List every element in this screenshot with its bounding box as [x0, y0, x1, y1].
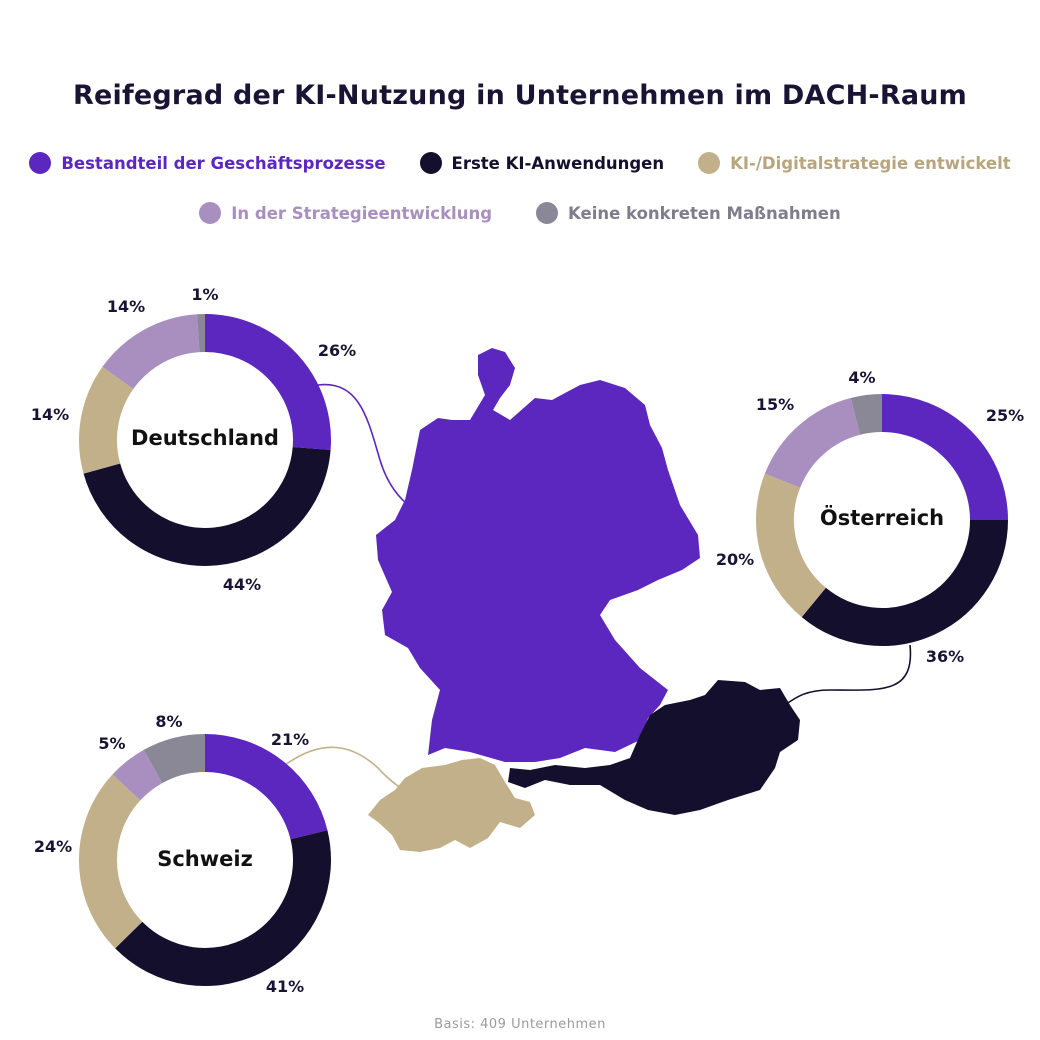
segment-deutschland-in-entwicklung — [102, 314, 201, 390]
segment-oesterreich-keine — [850, 394, 883, 435]
label-schweiz-bestandteil: 21% — [271, 730, 309, 749]
chart-title: Reifegrad der KI-Nutzung in Unternehmen … — [72, 80, 967, 111]
legend-item-strategie-entwickelt: KI-/Digitalstrategie entwickelt — [698, 152, 1011, 174]
legend-label-keine: Keine konkreten Maßnahmen — [568, 203, 841, 223]
segment-schweiz-strategie-entwickelt — [79, 774, 143, 949]
donut-deutschland — [79, 314, 331, 566]
legend-item-erste: Erste KI-Anwendungen — [419, 152, 665, 174]
label-deutschland-bestandteil: 26% — [318, 341, 356, 360]
legend-label-strategie-entwickelt: KI-/Digitalstrategie entwickelt — [730, 153, 1011, 173]
segment-schweiz-erste — [115, 830, 331, 986]
segment-oesterreich-erste — [801, 519, 1008, 646]
country-label-oesterreich: Österreich — [820, 505, 944, 530]
label-schweiz-keine: 8% — [155, 712, 182, 731]
segment-schweiz-in-entwicklung — [112, 749, 163, 801]
connector-deutschland — [317, 383, 471, 529]
legend-label-bestandteil: Bestandteil der Geschäftsprozesse — [61, 153, 386, 173]
label-deutschland-strategie-entwickelt: 14% — [31, 405, 69, 424]
segment-oesterreich-bestandteil — [881, 394, 1008, 521]
legend-row-1: Bestandteil der Geschäftsprozesse Erste … — [0, 152, 1040, 174]
legend-row-2: In der Strategieentwicklung Keine konkre… — [0, 202, 1040, 224]
legend-swatch-strategie-entwickelt — [698, 152, 721, 174]
segment-deutschland-strategie-entwickelt — [79, 366, 134, 474]
legend-item-bestandteil: Bestandteil der Geschäftsprozesse — [29, 152, 386, 174]
segment-schweiz-keine — [143, 734, 206, 784]
label-oesterreich-bestandteil: 25% — [986, 406, 1024, 425]
map-germany — [376, 348, 700, 762]
label-schweiz-in-entwicklung: 5% — [98, 734, 125, 753]
legend-swatch-in-entwicklung — [199, 202, 222, 224]
legend-swatch-keine — [536, 202, 559, 224]
map-austria — [508, 680, 800, 815]
country-label-deutschland: Deutschland — [131, 426, 279, 450]
label-oesterreich-keine: 4% — [848, 368, 875, 387]
label-schweiz-erste: 41% — [266, 977, 304, 996]
label-deutschland-keine: 1% — [191, 285, 218, 304]
label-oesterreich-erste: 36% — [926, 647, 964, 666]
label-deutschland-erste: 44% — [223, 575, 261, 594]
legend-swatch-erste — [419, 152, 442, 174]
legend-label-in-entwicklung: In der Strategieentwicklung — [231, 203, 493, 223]
connector-oesterreich — [784, 644, 912, 706]
legend-item-in-entwicklung: In der Strategieentwicklung — [199, 202, 492, 224]
legend-item-keine: Keine konkreten Maßnahmen — [536, 202, 841, 224]
segment-oesterreich-in-entwicklung — [764, 397, 861, 489]
country-label-schweiz: Schweiz — [157, 847, 253, 871]
segment-deutschland-erste — [83, 446, 331, 566]
segment-oesterreich-strategie-entwickelt — [756, 473, 827, 618]
donut-schweiz — [79, 734, 331, 986]
legend-label-erste: Erste KI-Anwendungen — [451, 153, 665, 173]
label-oesterreich-in-entwicklung: 15% — [756, 395, 794, 414]
label-schweiz-strategie-entwickelt: 24% — [34, 837, 72, 856]
segment-schweiz-bestandteil — [204, 734, 328, 840]
footnote: Basis: 409 Unternehmen — [434, 1017, 606, 1032]
legend-swatch-bestandteil — [29, 152, 52, 174]
label-oesterreich-strategie-entwickelt: 20% — [716, 550, 754, 569]
donut-oesterreich — [756, 394, 1008, 646]
label-deutschland-in-entwicklung: 14% — [107, 297, 145, 316]
segment-deutschland-bestandteil — [204, 314, 331, 450]
connector-schweiz — [284, 746, 461, 806]
